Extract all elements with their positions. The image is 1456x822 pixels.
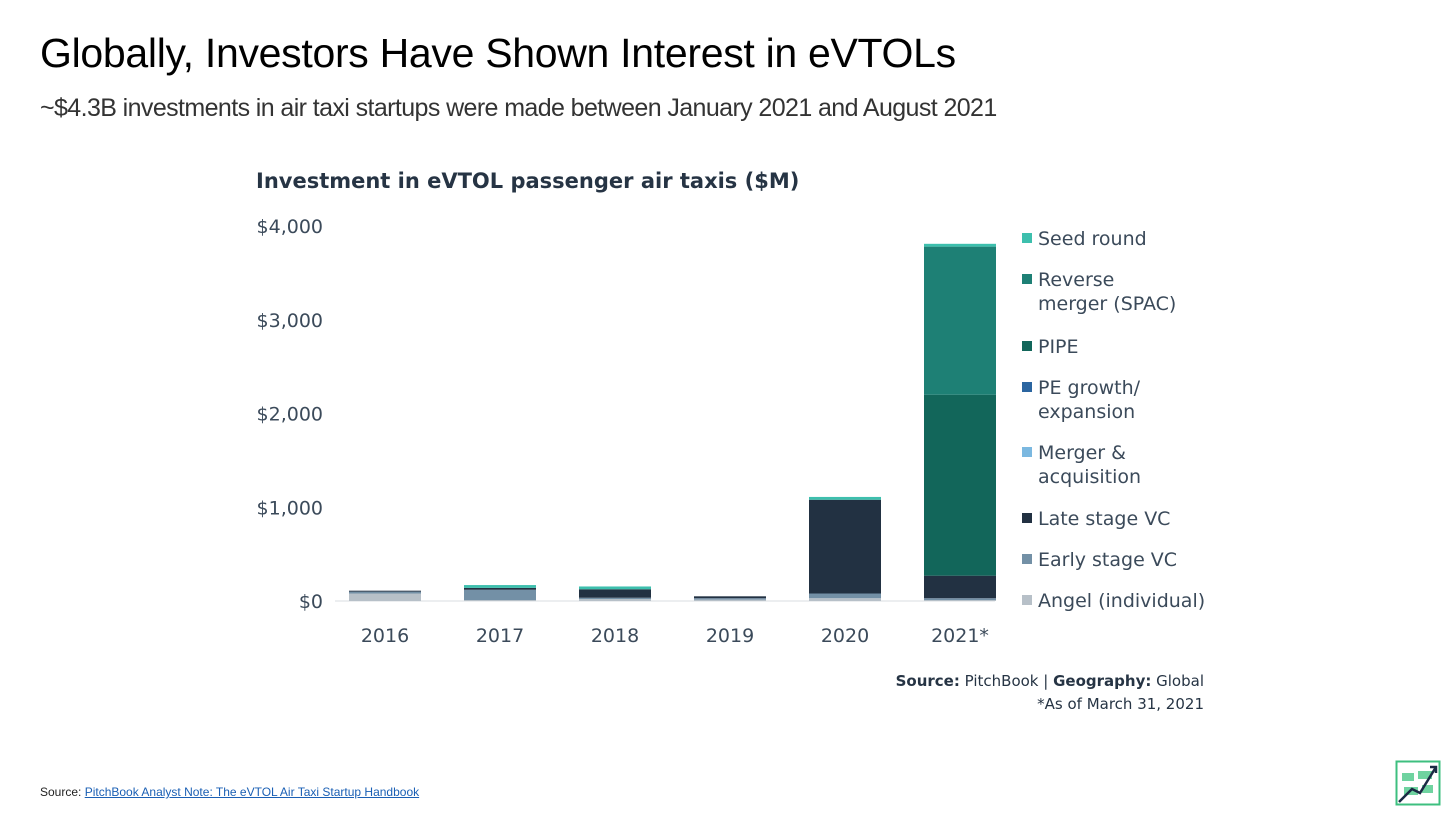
chart-source-line: Source: PitchBook | Geography: Global [896, 672, 1204, 690]
y-tick-label: $2,000 [257, 404, 323, 426]
bar-segment [349, 591, 421, 594]
chart-title: Investment in eVTOL passenger air taxis … [256, 169, 799, 193]
bar-stacks [349, 243, 996, 601]
y-axis: $0 $1,000 $2,000 $3,000 $4,000 [257, 216, 323, 613]
growth-chart-logo-icon[interactable] [1395, 760, 1441, 806]
bar-segment [809, 598, 881, 601]
legend-label: Late stage VC [1038, 508, 1170, 530]
page-title: Globally, Investors Have Shown Interest … [40, 30, 956, 76]
bar-segment [924, 394, 996, 576]
bar-segment [924, 246, 996, 395]
y-tick-label: $0 [299, 591, 323, 613]
bar-segment [924, 575, 996, 599]
bar-segment [464, 585, 536, 588]
bar-segment [694, 599, 766, 601]
bar-segment [809, 499, 881, 594]
legend-swatch [1022, 341, 1032, 351]
bar-segment [579, 589, 651, 598]
bar-segment [694, 598, 766, 600]
legend-label: Reverse [1038, 269, 1114, 291]
legend-label: PIPE [1038, 336, 1079, 358]
y-tick-label: $4,000 [257, 216, 323, 238]
x-axis: 2016 2017 2018 2019 2020 2021* [361, 625, 989, 647]
investment-chart: Investment in eVTOL passenger air taxis … [256, 169, 1205, 713]
y-tick-label: $1,000 [257, 497, 323, 519]
legend-swatch [1022, 382, 1032, 392]
bar-segment [579, 597, 651, 600]
footer-source-link[interactable]: PitchBook Analyst Note: The eVTOL Air Ta… [84, 785, 420, 799]
bar-segment [924, 598, 996, 601]
legend-label: Early stage VC [1038, 549, 1177, 571]
legend-swatch [1022, 447, 1032, 457]
geography-label: Geography: [1053, 672, 1151, 690]
legend-swatch [1022, 274, 1032, 284]
legend-label: acquisition [1038, 466, 1141, 488]
bar-segment [809, 496, 881, 500]
legend-swatch [1022, 595, 1032, 605]
bar-segment [694, 596, 766, 599]
bar-segment [349, 593, 421, 601]
bar-segment [579, 599, 651, 601]
page-subtitle: ~$4.3B investments in air taxi startups … [40, 94, 997, 122]
legend-label: Merger & [1038, 442, 1126, 464]
source-separator: | [1043, 672, 1053, 690]
bar-segment [924, 243, 996, 247]
bar-segment [464, 587, 536, 590]
legend-label: Seed round [1038, 228, 1147, 250]
bar-segment [464, 589, 536, 601]
x-tick-label: 2016 [361, 625, 409, 647]
legend-swatch [1022, 233, 1032, 243]
bar-segment [349, 590, 421, 592]
legend-label: expansion [1038, 401, 1135, 423]
bar-segment [924, 600, 996, 601]
source-label: Source: [896, 672, 960, 690]
legend-label: PE growth/ [1038, 377, 1141, 399]
chart-note: *As of March 31, 2021 [1037, 695, 1204, 713]
x-tick-label: 2020 [821, 625, 869, 647]
y-tick-label: $3,000 [257, 310, 323, 332]
geography-value: Global [1156, 672, 1204, 690]
bar-segment [809, 593, 881, 599]
legend-swatch [1022, 554, 1032, 564]
x-tick-label: 2017 [476, 625, 524, 647]
legend-label: merger (SPAC) [1038, 293, 1176, 315]
x-tick-label: 2021* [931, 625, 989, 647]
legend-swatch [1022, 513, 1032, 523]
source-value: PitchBook [965, 672, 1039, 690]
footer-source: Source: PitchBook Analyst Note: The eVTO… [40, 785, 419, 799]
bar-segment [464, 600, 536, 601]
x-tick-label: 2019 [706, 625, 754, 647]
legend-label: Angel (individual) [1038, 590, 1205, 612]
footer-source-prefix: Source: [40, 785, 85, 799]
x-tick-label: 2018 [591, 625, 639, 647]
bar-segment [579, 586, 651, 590]
